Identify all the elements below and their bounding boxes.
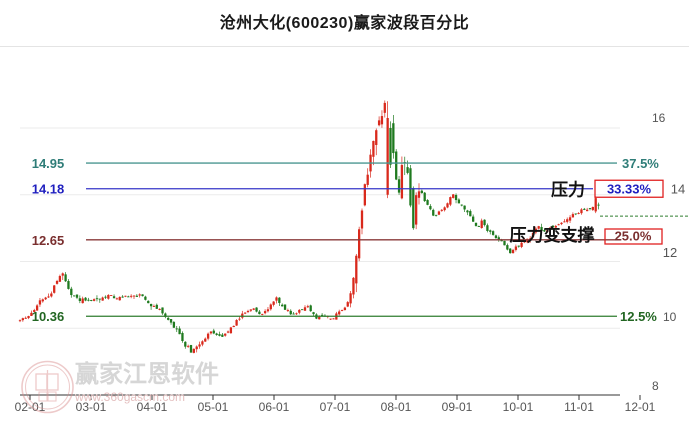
svg-text:12.5%: 12.5% bbox=[620, 309, 657, 324]
svg-text:压力: 压力 bbox=[551, 180, 585, 200]
svg-text:11-01: 11-01 bbox=[564, 400, 594, 414]
svg-text:16: 16 bbox=[652, 111, 666, 125]
svg-text:25.0%: 25.0% bbox=[615, 229, 652, 244]
svg-text:12-01: 12-01 bbox=[625, 400, 656, 414]
svg-text:10.36: 10.36 bbox=[32, 309, 65, 324]
svg-text:07-01: 07-01 bbox=[320, 400, 351, 414]
svg-text:14.95: 14.95 bbox=[32, 156, 65, 171]
svg-text:赢家江恩软件: 赢家江恩软件 bbox=[75, 360, 219, 388]
svg-text:12.65: 12.65 bbox=[32, 233, 65, 248]
svg-text:08-01: 08-01 bbox=[381, 400, 412, 414]
svg-text:www.360gascm.com: www.360gascm.com bbox=[74, 390, 185, 404]
svg-text:37.5%: 37.5% bbox=[622, 156, 659, 171]
svg-text:12: 12 bbox=[663, 245, 677, 260]
svg-text:06-01: 06-01 bbox=[259, 400, 290, 414]
svg-text:10: 10 bbox=[663, 310, 677, 324]
svg-text:14: 14 bbox=[671, 182, 685, 197]
svg-text:压力变支撑: 压力变支撑 bbox=[510, 225, 595, 245]
svg-text:8: 8 bbox=[652, 379, 659, 393]
svg-text:09-01: 09-01 bbox=[442, 400, 473, 414]
svg-text:10-01: 10-01 bbox=[503, 400, 534, 414]
svg-text:05-01: 05-01 bbox=[198, 400, 229, 414]
svg-text:14.18: 14.18 bbox=[32, 182, 65, 197]
svg-text:33.33%: 33.33% bbox=[607, 182, 652, 197]
